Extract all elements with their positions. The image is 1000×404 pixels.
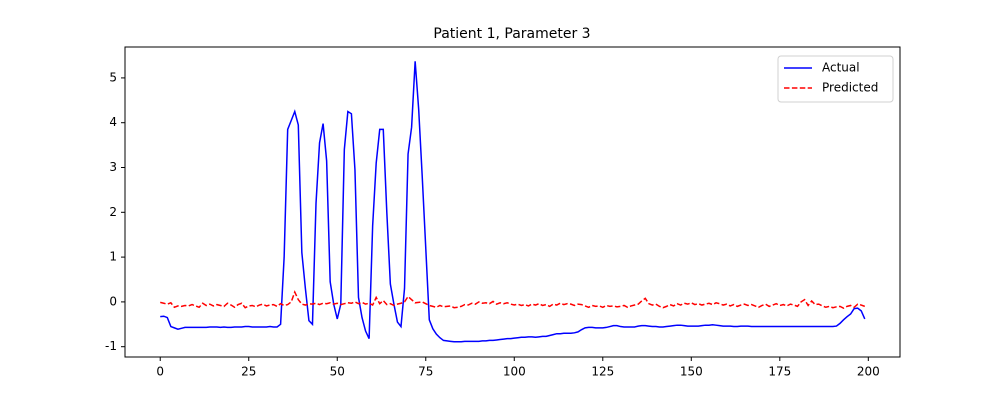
legend-label: Predicted xyxy=(822,81,878,95)
x-tick-label: 75 xyxy=(418,365,433,379)
y-tick-label: 4 xyxy=(109,115,117,129)
x-tick-label: 150 xyxy=(680,365,703,379)
y-tick-label: 1 xyxy=(109,250,117,264)
y-tick-label: 0 xyxy=(109,294,117,308)
series-line xyxy=(160,61,866,343)
x-tick-label: 175 xyxy=(768,365,791,379)
axes-frame xyxy=(124,46,901,358)
y-tick-label: 2 xyxy=(109,205,117,219)
x-tick-label: 200 xyxy=(857,365,880,379)
y-tick-label: 5 xyxy=(109,70,117,84)
x-tick-label: 0 xyxy=(156,365,164,379)
x-tick-label: 25 xyxy=(241,365,256,379)
legend-label: Actual xyxy=(822,61,860,75)
y-tick-label: 3 xyxy=(109,160,117,174)
chart-title: Patient 1, Parameter 3 xyxy=(433,26,590,42)
series-line xyxy=(160,290,866,310)
x-tick-label: 100 xyxy=(503,365,526,379)
x-tick-label: 50 xyxy=(330,365,345,379)
y-tick-label: -1 xyxy=(105,339,117,353)
x-tick-label: 125 xyxy=(591,365,614,379)
